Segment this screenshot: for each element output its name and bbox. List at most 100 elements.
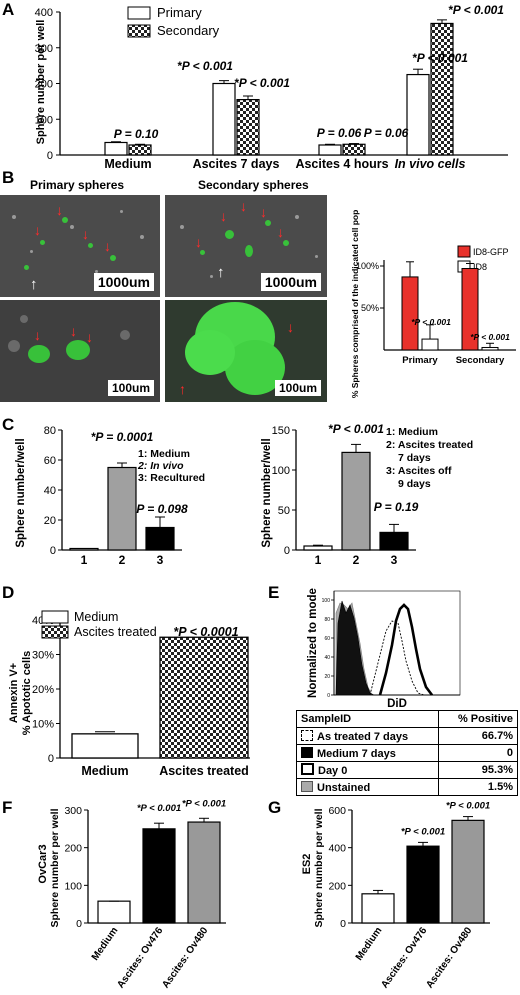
key-text-c: 9 days <box>398 478 431 490</box>
ylabel-b: % Spheres comprised of the indicated cel… <box>350 210 360 398</box>
y-tick-label: 600 <box>328 805 346 817</box>
ylabel-c: Sphere number/well <box>261 438 273 547</box>
p-value-a: *P < 0.001 <box>412 51 468 65</box>
chart-c-left: Sphere number/well 0 20 40 60 80 1 2 3 *P = 0.000… <box>15 425 205 567</box>
x-tick-label-b: Secondary <box>456 355 505 366</box>
p-value-c: *P < 0.001 <box>328 422 384 436</box>
p-value-c: P = 0.098 <box>136 502 188 516</box>
legend-label-d: Ascites treated <box>74 625 157 639</box>
micrograph-secondary-high: ↓ ↑ ↓ 100um <box>165 300 327 402</box>
p-value-a: *P < 0.001 <box>234 76 290 90</box>
y-tick-label-c: 0 <box>284 545 290 557</box>
key-text-c: 2: Ascites treated <box>386 439 473 451</box>
bar-c <box>303 545 333 551</box>
micrograph-secondary-low: ↓ ↓ ↓ ↓ ↓ ↑ 1000um <box>165 195 327 297</box>
ylabel-d: Annexin V+ <box>8 663 20 723</box>
ylabel-c: Sphere number/well <box>15 438 27 547</box>
x-tick-label-c: 2 <box>119 553 126 567</box>
facs-row-value: 0 <box>438 744 518 762</box>
panel-letter-d: D <box>2 583 15 602</box>
bar-c <box>107 466 137 551</box>
facs-table-row: Day 0 95.3% <box>295 761 518 779</box>
ylabel-line: Sphere number per well <box>313 808 325 927</box>
chart-a: Sphere number per well Primary Secondary… <box>35 3 508 171</box>
p-value-a: P = 0.06 <box>317 126 362 140</box>
y-tick-label: 300 <box>64 805 82 817</box>
bar-a <box>342 143 366 156</box>
key-text-c: 3: Recultured <box>138 472 205 484</box>
p-value-a: *P < 0.001 <box>448 3 504 17</box>
bar-c <box>379 531 409 551</box>
panel-letter-f: F <box>2 798 13 817</box>
y-tick-label: 0 <box>340 918 346 930</box>
x-tick-label-c: 3 <box>391 553 398 567</box>
panel-letter-a: A <box>2 0 15 19</box>
bar-c <box>341 451 371 551</box>
legend-a: Primary Secondary <box>127 5 220 38</box>
gray-swatch-icon <box>301 780 313 792</box>
p-value: *P < 0.001 <box>401 826 445 837</box>
x-tick-label: Ascites: Ov480 <box>424 925 474 990</box>
x-tick-label-c: 3 <box>157 553 164 567</box>
y-tick-label: 200 <box>64 843 82 855</box>
x-tick-label: Ascites: Ov476 <box>115 925 165 990</box>
bar <box>406 845 440 924</box>
chart-d: Annexin V+% Apototic cells010%20%30%40%M… <box>8 610 250 778</box>
p-value-a: P = 0.06 <box>364 126 409 140</box>
secondary-spheres-title: Secondary spheres <box>198 178 309 192</box>
bar-b <box>401 276 419 351</box>
key-text-c: 1: Medium <box>138 448 190 460</box>
x-tick-label-c: 1 <box>315 553 322 567</box>
facs-row-value: 66.7% <box>438 727 518 745</box>
y-tick-label: 100 <box>64 880 82 892</box>
p-value: *P < 0.001 <box>137 803 181 814</box>
y-tick-label-e: 80 <box>324 617 330 623</box>
bar <box>187 821 221 924</box>
bar <box>361 893 395 924</box>
bar <box>97 900 131 924</box>
x-tick-label-a: Ascites 4 hours <box>295 157 388 171</box>
ylabel-a: Sphere number per well <box>35 20 47 145</box>
legend-swatch-d <box>41 610 69 624</box>
bar-c <box>145 526 175 551</box>
legend-b-id8: ID8 <box>473 262 487 272</box>
y-tick-label-c: 40 <box>44 485 56 497</box>
p-value: *P < 0.001 <box>182 798 226 809</box>
x-tick-label-c: 2 <box>353 553 360 567</box>
p-value: *P < 0.001 <box>446 801 490 812</box>
facs-table-header: SampleID % Positive <box>295 710 518 728</box>
y-tick-label-e: 40 <box>324 655 330 661</box>
facs-table-row: Medium 7 days 0 <box>295 744 518 762</box>
facs-row-name: Day 0 <box>318 765 348 777</box>
bar-a <box>104 141 128 156</box>
x-tick-label-d: Ascites treated <box>159 764 249 778</box>
bar-d <box>71 733 139 759</box>
facs-table-row: As treated 7 days 66.7% <box>295 727 518 745</box>
y-tick-label-e: 60 <box>324 636 330 642</box>
y-tick-label-c: 150 <box>272 425 290 437</box>
dotted-swatch-icon <box>301 729 313 741</box>
facs-row-value: 95.3% <box>438 761 518 779</box>
y-tick-label-c: 50 <box>278 505 290 517</box>
y-tick-label-a: 400 <box>35 7 53 19</box>
xlabel-e: DiD <box>387 698 407 710</box>
facs-row-name: Medium 7 days <box>317 747 396 760</box>
x-tick-label-a: Medium <box>104 157 151 171</box>
p-value-a: *P < 0.001 <box>177 59 233 73</box>
chart-f: OvCar3 Sphere number per well 0 100 200 300 Me… <box>37 798 226 990</box>
legend-a-secondary: Secondary <box>157 23 220 38</box>
bar-a <box>318 144 342 156</box>
y-tick-label-c: 80 <box>44 425 56 437</box>
micrograph-primary-low: ↓ ↓ ↓ ↓ ↑ 1000um <box>0 195 160 297</box>
legend-swatch-d <box>41 625 69 639</box>
y-tick-label-a: 100 <box>35 114 53 126</box>
scalebar-secondary-high: 100um <box>274 380 321 396</box>
y-tick-label-a: 200 <box>35 79 53 91</box>
y-tick-label-d: 10% <box>32 719 54 731</box>
facs-row-name: Unstained <box>317 781 371 794</box>
y-tick-label-d: 20% <box>32 684 54 696</box>
x-tick-label-a: In vivo cells <box>395 157 466 171</box>
y-tick-label-e: 0 <box>327 693 330 699</box>
chart-e-histogram: Normalized to mode DiD 0 20 40 60 80 100 <box>307 588 461 710</box>
bar <box>142 828 176 924</box>
